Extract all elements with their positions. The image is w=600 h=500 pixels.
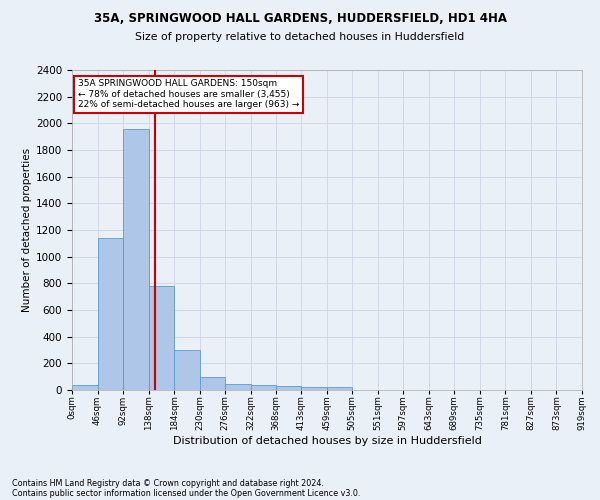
Bar	[174, 350, 200, 390]
Bar	[123, 128, 149, 390]
Bar	[149, 286, 174, 390]
Text: 35A SPRINGWOOD HALL GARDENS: 150sqm
← 78% of detached houses are smaller (3,455): 35A SPRINGWOOD HALL GARDENS: 150sqm ← 78…	[77, 80, 299, 109]
Bar	[225, 384, 251, 390]
Bar	[327, 388, 352, 390]
Bar	[98, 238, 123, 390]
Text: Contains HM Land Registry data © Crown copyright and database right 2024.: Contains HM Land Registry data © Crown c…	[12, 478, 324, 488]
Bar	[276, 386, 301, 390]
Text: Size of property relative to detached houses in Huddersfield: Size of property relative to detached ho…	[136, 32, 464, 42]
Bar	[200, 376, 225, 390]
Bar	[251, 384, 276, 390]
Text: 35A, SPRINGWOOD HALL GARDENS, HUDDERSFIELD, HD1 4HA: 35A, SPRINGWOOD HALL GARDENS, HUDDERSFIE…	[94, 12, 506, 26]
X-axis label: Distribution of detached houses by size in Huddersfield: Distribution of detached houses by size …	[173, 436, 481, 446]
Bar	[301, 388, 327, 390]
Text: Contains public sector information licensed under the Open Government Licence v3: Contains public sector information licen…	[12, 488, 361, 498]
Y-axis label: Number of detached properties: Number of detached properties	[22, 148, 32, 312]
Bar	[72, 386, 98, 390]
